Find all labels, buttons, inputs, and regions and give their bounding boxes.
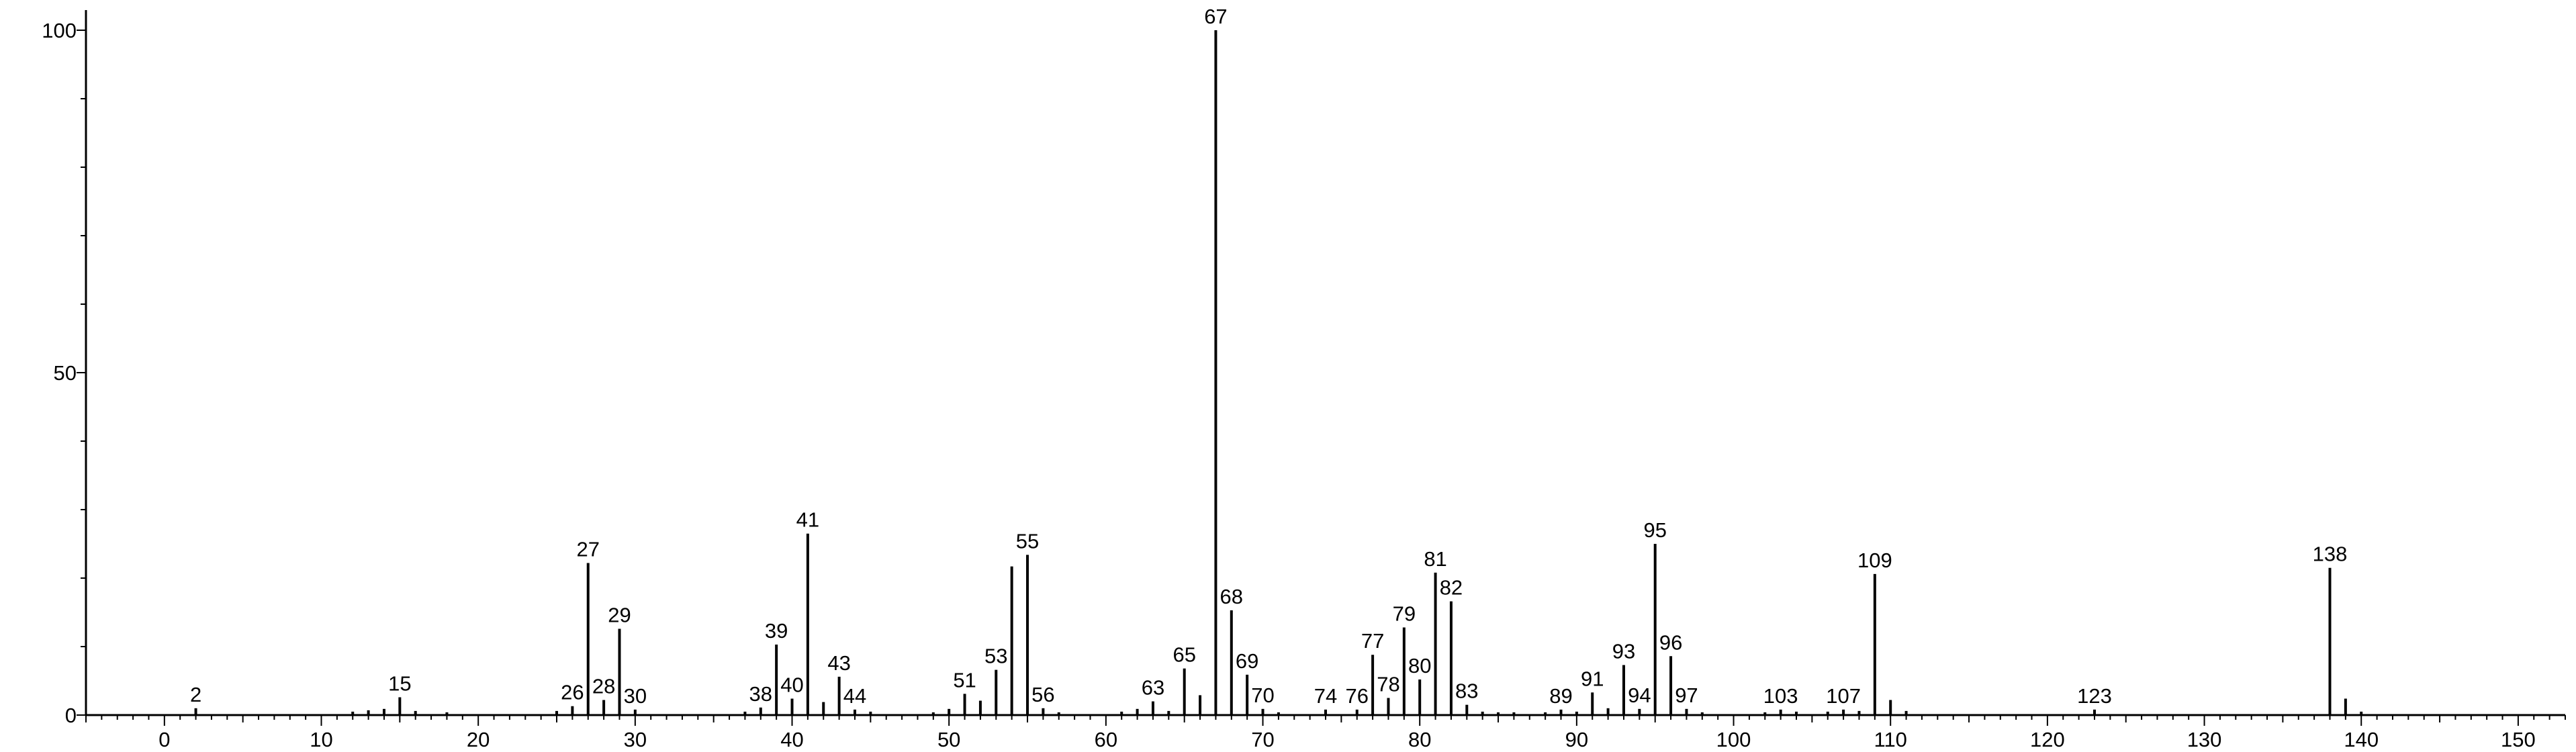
peak-label: 41	[796, 508, 819, 532]
x-tick-label: 130	[2187, 728, 2222, 751]
peak-label: 81	[1424, 547, 1446, 571]
x-tick-label: 150	[2501, 728, 2536, 751]
x-tick-label: 90	[1565, 728, 1588, 751]
x-tick-label: 110	[1874, 728, 1907, 751]
peak-label: 30	[624, 684, 647, 708]
axes	[85, 10, 2565, 716]
peak-label: 28	[592, 675, 615, 698]
peak-label: 82	[1440, 576, 1463, 600]
peak-label: 80	[1408, 654, 1431, 677]
peak-label: 89	[1549, 684, 1572, 708]
peak-label: 109	[1857, 549, 1892, 572]
peak-label: 93	[1612, 640, 1635, 663]
peak-label: 78	[1377, 673, 1399, 696]
peak-label: 67	[1204, 5, 1227, 28]
y-tick-label: 100	[42, 19, 77, 42]
peak-label: 83	[1455, 679, 1478, 703]
x-tick-label: 80	[1408, 728, 1431, 751]
x-tick-label: 40	[780, 728, 803, 751]
peak-label: 103	[1763, 684, 1798, 708]
peak-label: 94	[1628, 684, 1651, 707]
x-tick-label: 120	[2030, 728, 2065, 751]
peak-label: 51	[953, 668, 976, 692]
peak-bars	[194, 30, 2363, 715]
x-tick-label: 70	[1251, 728, 1274, 751]
peak-label: 39	[765, 619, 788, 643]
peak-label: 95	[1643, 518, 1666, 542]
peak-label: 40	[780, 673, 803, 697]
peak-label: 68	[1220, 585, 1243, 608]
axis-ticks: 0 10 20 30 40 50 60 70 80 90 100 110 120 130 140 150 0 50…	[42, 19, 2566, 751]
peak-label: 123	[2077, 684, 2112, 708]
peak-label: 56	[1031, 683, 1054, 706]
peak-label: 38	[749, 682, 772, 706]
peak-label: 70	[1251, 684, 1274, 707]
x-tick-label: 140	[2344, 728, 2379, 751]
peak-label: 55	[1016, 529, 1039, 553]
peak-label: 77	[1361, 629, 1384, 653]
x-tick-label: 50	[937, 728, 960, 751]
x-tick-label: 60	[1095, 728, 1117, 751]
peak-label: 97	[1675, 684, 1698, 707]
peak-label: 74	[1314, 684, 1337, 708]
peak-labels: 2 15 26 27 28 29 30 38 39 40 41 43 44 51 53 55 56 63 65 67 6…	[190, 5, 2347, 708]
peak-label: 79	[1393, 602, 1416, 625]
x-tick-label: 100	[1716, 728, 1751, 751]
peak-label: 107	[1826, 684, 1861, 708]
peak-label: 69	[1236, 649, 1258, 673]
y-tick-label: 50	[54, 361, 77, 385]
peak-label: 65	[1172, 643, 1195, 667]
peak-label: 91	[1581, 667, 1604, 690]
peak-label: 63	[1142, 676, 1164, 700]
peak-label: 15	[388, 671, 411, 695]
peak-label: 53	[984, 645, 1007, 668]
peak-label: 26	[561, 681, 584, 704]
y-tick-label: 0	[65, 704, 77, 727]
peak-label: 2	[190, 683, 201, 706]
x-tick-label: 20	[467, 728, 490, 751]
peak-label: 43	[827, 651, 850, 675]
x-tick-label: 10	[310, 728, 332, 751]
x-tick-label: 30	[624, 728, 647, 751]
peak-label: 44	[843, 684, 866, 708]
peak-label: 27	[577, 538, 600, 561]
peak-label: 138	[2313, 543, 2348, 566]
x-tick-label: 0	[158, 728, 170, 751]
peak-label: 76	[1345, 684, 1368, 708]
peak-label: 96	[1659, 630, 1682, 654]
peak-label: 29	[608, 603, 631, 626]
